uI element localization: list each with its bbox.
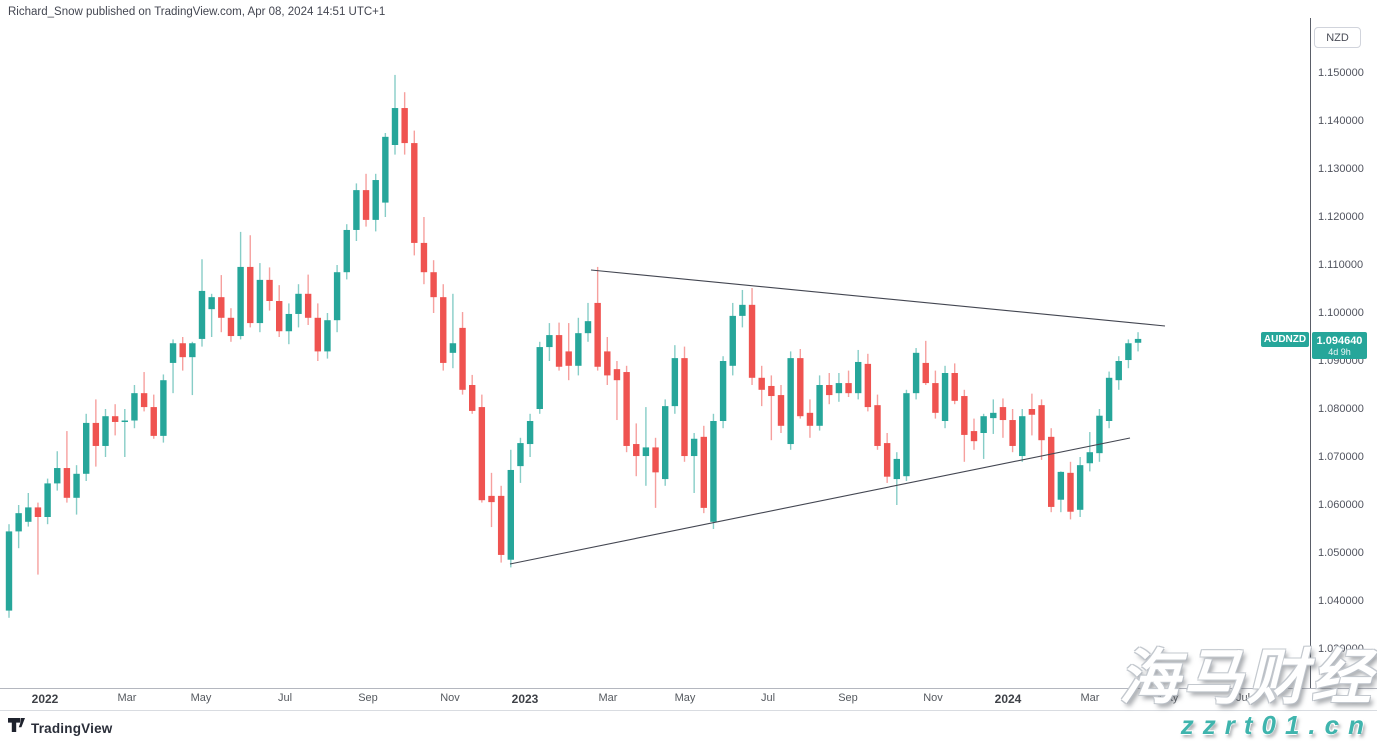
price-axis-label: 1.110000 bbox=[1318, 258, 1364, 271]
time-axis-month-label: Mar bbox=[598, 692, 618, 704]
time-axis-month-label: Jul bbox=[760, 692, 776, 704]
price-axis-label: 1.070000 bbox=[1318, 450, 1364, 463]
tradingview-brand-text: TradingView bbox=[31, 720, 113, 736]
time-axis-month-label: Jul bbox=[1235, 692, 1251, 704]
currency-toggle-nzd[interactable]: NZD bbox=[1314, 27, 1361, 48]
time-axis-year-label: 2023 bbox=[511, 692, 539, 706]
time-axis-month-label: Mar bbox=[117, 692, 137, 704]
watermark-chinese-text: 海马财经 bbox=[1119, 644, 1375, 711]
currency-label: NZD bbox=[1326, 31, 1349, 44]
chart-attribution: Richard_Snow published on TradingView.co… bbox=[8, 6, 386, 18]
time-axis-month-label: Sep bbox=[838, 692, 858, 704]
price-axis-label: 1.140000 bbox=[1318, 114, 1364, 127]
time-axis-month-label: May bbox=[1157, 692, 1179, 704]
price-axis-label: 1.080000 bbox=[1318, 402, 1364, 415]
last-price-tag: 1.094640 4d 9h bbox=[1312, 332, 1367, 359]
time-axis-year-label: 2022 bbox=[31, 692, 59, 706]
time-axis-month-label: Sep bbox=[358, 692, 378, 704]
time-axis-month-label: May bbox=[190, 692, 212, 704]
price-axis-label: 1.060000 bbox=[1318, 498, 1364, 511]
time-axis-month-label: May bbox=[674, 692, 696, 704]
time-axis-month-label: Mar bbox=[1080, 692, 1100, 704]
price-axis-border bbox=[1310, 18, 1311, 711]
price-axis-label: 1.120000 bbox=[1318, 210, 1364, 223]
time-axis-year-label: 2024 bbox=[994, 692, 1022, 706]
triangle-upper[interactable] bbox=[590, 269, 1166, 327]
symbol-label: AUDNZD bbox=[1263, 334, 1307, 345]
tradingview-attribution[interactable]: TradingView bbox=[8, 718, 112, 738]
price-axis-label: 1.130000 bbox=[1318, 162, 1364, 175]
watermark-site-url: zzrt01.cn bbox=[1180, 710, 1373, 740]
time-axis-month-label: Nov bbox=[923, 692, 943, 704]
time-axis-month-label: Nov bbox=[440, 692, 460, 704]
bar-countdown: 4d 9h bbox=[1328, 346, 1351, 357]
price-axis-label: 1.050000 bbox=[1318, 546, 1364, 559]
time-axis[interactable]: 2022 Mar May Jul Sep Nov 2023 Mar May Jul Sep Nov 20… bbox=[0, 688, 1377, 711]
price-axis[interactable]: 1.150000 1.140000 1.130000 1.120000 1.110000… bbox=[1311, 0, 1377, 710]
last-price-value: 1.094640 bbox=[1316, 334, 1363, 347]
price-axis-label: 1.100000 bbox=[1318, 306, 1364, 319]
tradingview-logo-icon bbox=[8, 718, 25, 738]
time-axis-month-label: Jul bbox=[277, 692, 293, 704]
symbol-chip: AUDNZD bbox=[1261, 332, 1309, 347]
price-axis-label: 1.150000 bbox=[1318, 66, 1364, 79]
price-axis-label: 1.040000 bbox=[1318, 594, 1364, 607]
triangle-lower[interactable] bbox=[509, 437, 1131, 565]
price-axis-label: 1.030000 bbox=[1318, 642, 1364, 655]
